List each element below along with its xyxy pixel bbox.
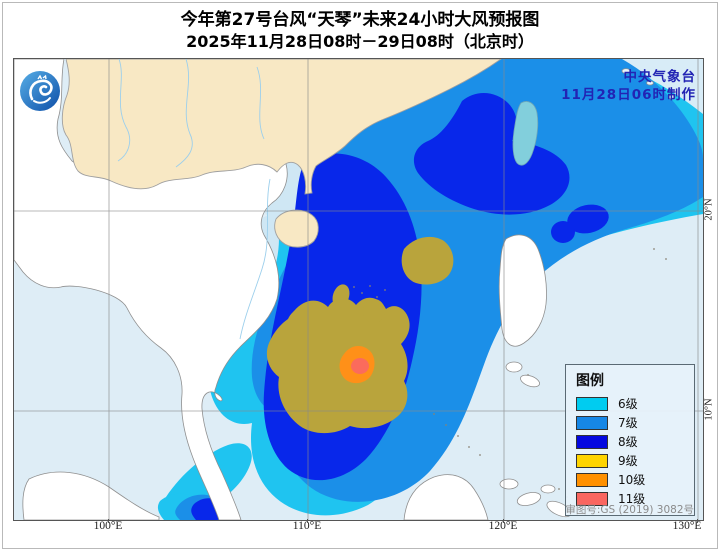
legend-swatch-6 [576,396,608,411]
legend-label-9: 9级 [618,454,638,468]
legend: 图例 6级 7级 8级 9级 10级 11 [565,364,695,516]
legend-row: 11级 [576,489,684,508]
legend-swatch-7 [576,415,608,430]
page-subtitle: 2025年11月28日08时－29日08时（北京时） [186,32,534,51]
wind-area-8-ne [413,92,570,215]
legend-label-8: 8级 [618,435,638,449]
rivers [117,59,271,340]
x-axis-tick [697,519,698,523]
graticule [14,59,703,520]
land-hainan [274,209,319,248]
x-axis-label-120e: 120°E [488,520,518,532]
agency-watermark: 中央气象台 11月28日06时制作 [561,68,696,104]
land-island [540,484,556,494]
map-license-number: 审图号:GS (2019) 3082号 [565,504,694,516]
y-axis-label-10n: 10°N [703,398,715,421]
wind-area-9-bit [363,299,385,323]
legend-row: 6级 [576,394,684,413]
legend-swatch-10 [576,472,608,487]
land-island [646,80,654,86]
x-axis-label-110e: 110°E [292,520,322,532]
land-sumatra [22,471,160,520]
legend-swatch-8 [576,434,608,449]
land-island [668,94,676,100]
land-luzon [498,234,547,347]
x-axis-tick [108,519,109,523]
legend-row: 10级 [576,470,684,489]
land-borneo [403,474,489,520]
x-axis-label-100e: 100°E [93,520,123,532]
forecast-map: 中央气象台 11月28日06时制作 图例 6级 7级 8级 9级 [13,58,704,521]
cma-logo-icon [20,71,60,111]
land-island [621,68,631,74]
sea-pale-corner [549,59,703,114]
x-axis-tick [307,519,308,523]
legend-row: 8级 [576,432,684,451]
land-taiwan [512,101,539,166]
land-island [520,374,540,388]
legend-title: 图例 [576,373,604,389]
x-axis-label-130e: 130°E [672,520,702,532]
legend-label-7: 7级 [618,416,638,430]
wind-area-9-upper [401,236,454,285]
wind-area-8-spot [567,204,609,234]
legend-label-6: 6级 [618,397,638,411]
legend-swatch-11 [576,491,608,506]
y-axis-label-20n: 20°N [703,198,715,221]
legend-row: 7级 [576,413,684,432]
title-block: 今年第27号台风“天琴”未来24小时大风预报图 2025年11月28日08时－2… [0,9,720,53]
agency-name: 中央气象台 [623,69,696,85]
wind-area-9-bit [332,284,350,308]
legend-swatch-9 [576,453,608,468]
map-canvas [14,59,703,520]
legend-label-11: 11级 [618,492,646,506]
wind-area-9 [266,297,410,434]
land-china-mainland [61,59,502,195]
legend-label-10: 10级 [618,473,646,487]
page-title: 今年第27号台风“天琴”未来24小时大风预报图 [180,10,540,30]
land-island [505,361,523,373]
wind-area-11 [351,358,369,374]
land-island [499,478,519,490]
land-island [516,492,542,506]
agency-issued-time: 11月28日06时制作 [561,87,696,103]
x-axis-tick [503,519,504,523]
wind-area-8-spot [551,221,575,243]
legend-row: 9级 [576,451,684,470]
